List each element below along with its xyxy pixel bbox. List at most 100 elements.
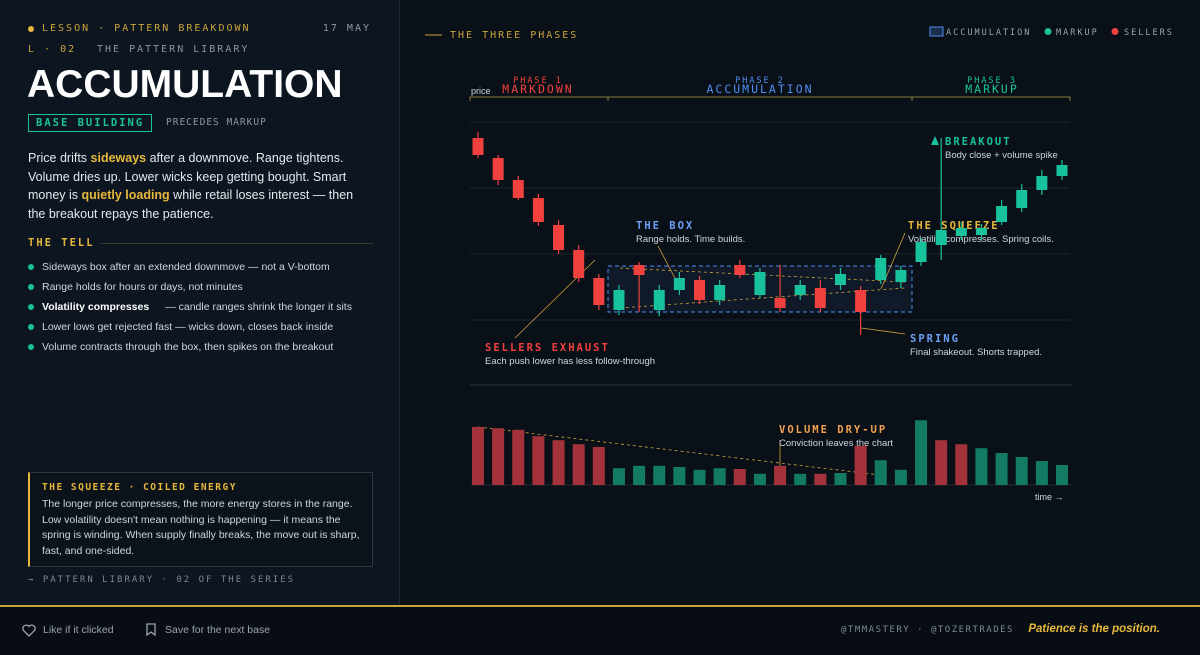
candle-body [734,265,746,275]
volume-bar [713,468,726,485]
annotation-text: Final shakeout. Shorts trapped. [910,347,1042,358]
intro: Price drifts sideways after a downmove. … [28,149,373,223]
candle-body [955,228,967,236]
volume-bar [894,469,907,485]
y-label: price [471,86,491,96]
tell: Volume contracts through the box, then s… [28,341,378,353]
volume-bar [653,465,666,485]
candle-body [714,285,726,300]
legend-label: ACCUMULATION [946,28,1031,38]
heart-icon[interactable] [22,624,36,637]
volume-bar [1035,461,1048,485]
candle-body [996,206,1008,222]
lesson: L · 02 [28,44,77,55]
volume-bar [1015,457,1028,485]
candle-body [472,138,484,155]
trend-lines [477,267,906,476]
grid [470,121,1070,321]
volume-bar [532,436,545,485]
volume-bar [874,460,887,485]
candle-body [915,242,927,262]
tell-text: Range holds for hours or days, not minut… [42,281,243,293]
tell-text: Volume contracts through the box, then s… [42,341,334,353]
volume-bar [935,440,948,485]
text: Price drifts [28,151,91,165]
volume-bar [834,473,847,485]
annotation-text: Conviction leaves the chart [779,438,893,449]
volume-bar [794,473,807,485]
candle-body [975,228,987,235]
annotation-text: Body close + volume spike [945,150,1058,161]
x-label: time → [1035,492,1064,502]
tagline: Patience is the position. [1028,623,1160,635]
leader-lines [514,232,906,475]
volume-bar [472,427,484,485]
legend-label: MARKUP [1056,28,1099,38]
callout-title: THE SQUEEZE · COILED ENERGY [42,482,237,493]
annotation-title: BREAKOUT [945,136,1012,148]
text: after a downmove. Range tightens. Volume… [28,151,347,202]
annotation-title: SELLERS EXHAUST [485,342,610,354]
volume-bar [955,444,968,485]
volume-bar [492,428,505,485]
tell-title: THE TELL [28,237,95,249]
volume-bar [693,469,706,485]
candle-body [593,278,605,305]
legend-swatch [1044,28,1052,35]
candle-body [1056,165,1068,176]
phase-label: PHASE 3 [967,76,1017,86]
candle-body [694,280,706,300]
volume-bar [612,468,625,485]
tell: Volatility compresses — candle ranges shr… [28,301,378,313]
phase-label: PHASE 2 [735,76,785,86]
candle-body [512,180,524,198]
bookmark-icon[interactable] [146,623,156,636]
text: while retail loses interest — then the b… [28,188,354,221]
breakout-arrow [931,136,939,145]
candle-body [573,250,585,278]
badge: BASE BUILDING [28,114,153,132]
candle-body [613,290,625,310]
annotation-title: THE BOX [636,220,694,232]
candle-body [935,230,947,245]
annotation-title: VOLUME DRY-UP [779,424,887,436]
kicker: LESSON · PATTERN BREAKDOWN [42,23,251,34]
volume-bar [733,469,746,485]
candle-body [653,290,665,310]
save[interactable]: Save for the next base [165,624,271,636]
legend-label: SELLERS [1124,28,1174,38]
volume-bar [592,447,605,485]
candle-body [1036,176,1048,190]
volume-bar [1056,465,1068,485]
volume-bar [915,420,928,485]
title: ACCUMULATION [27,63,343,106]
callout: THE SQUEEZE · COILED ENERGY The longer p… [28,472,373,567]
candle-body [794,285,806,295]
tell-list: Sideways box after an extended downmove … [28,261,378,361]
volume-bar [995,453,1008,485]
series-note: → PATTERN LIBRARY · 02 OF THE SERIES [28,575,296,585]
annotation-text: Each push lower has less follow-through [485,356,655,367]
candle-body [834,274,846,285]
candle-body [532,198,544,222]
legend-swatch [1111,28,1119,35]
highlight: sideways [90,151,147,165]
volume-bar [572,444,585,485]
volume-bar [975,448,988,485]
volume-bar [552,440,565,485]
candle-body [754,272,766,295]
candle-body [1016,190,1028,208]
volume-bar [753,473,766,485]
phase-name: MARKUP [965,82,1019,96]
phase-label: PHASE 1 [513,76,563,86]
candle-body [492,158,504,180]
tell-bold: Volatility compresses [42,301,150,313]
phase-name: MARKDOWN [502,82,573,96]
candle-body [673,278,685,290]
footer: Like if it clicked Save for the next bas… [0,605,1200,655]
lesson-panel: LESSON · PATTERN BREAKDOWN 17 MAY L · 02… [0,0,400,605]
dot [28,26,34,32]
callout-body: The longer price compresses, the more en… [42,498,360,557]
date: 17 MAY [322,23,371,34]
like[interactable]: Like if it clicked [43,624,114,636]
